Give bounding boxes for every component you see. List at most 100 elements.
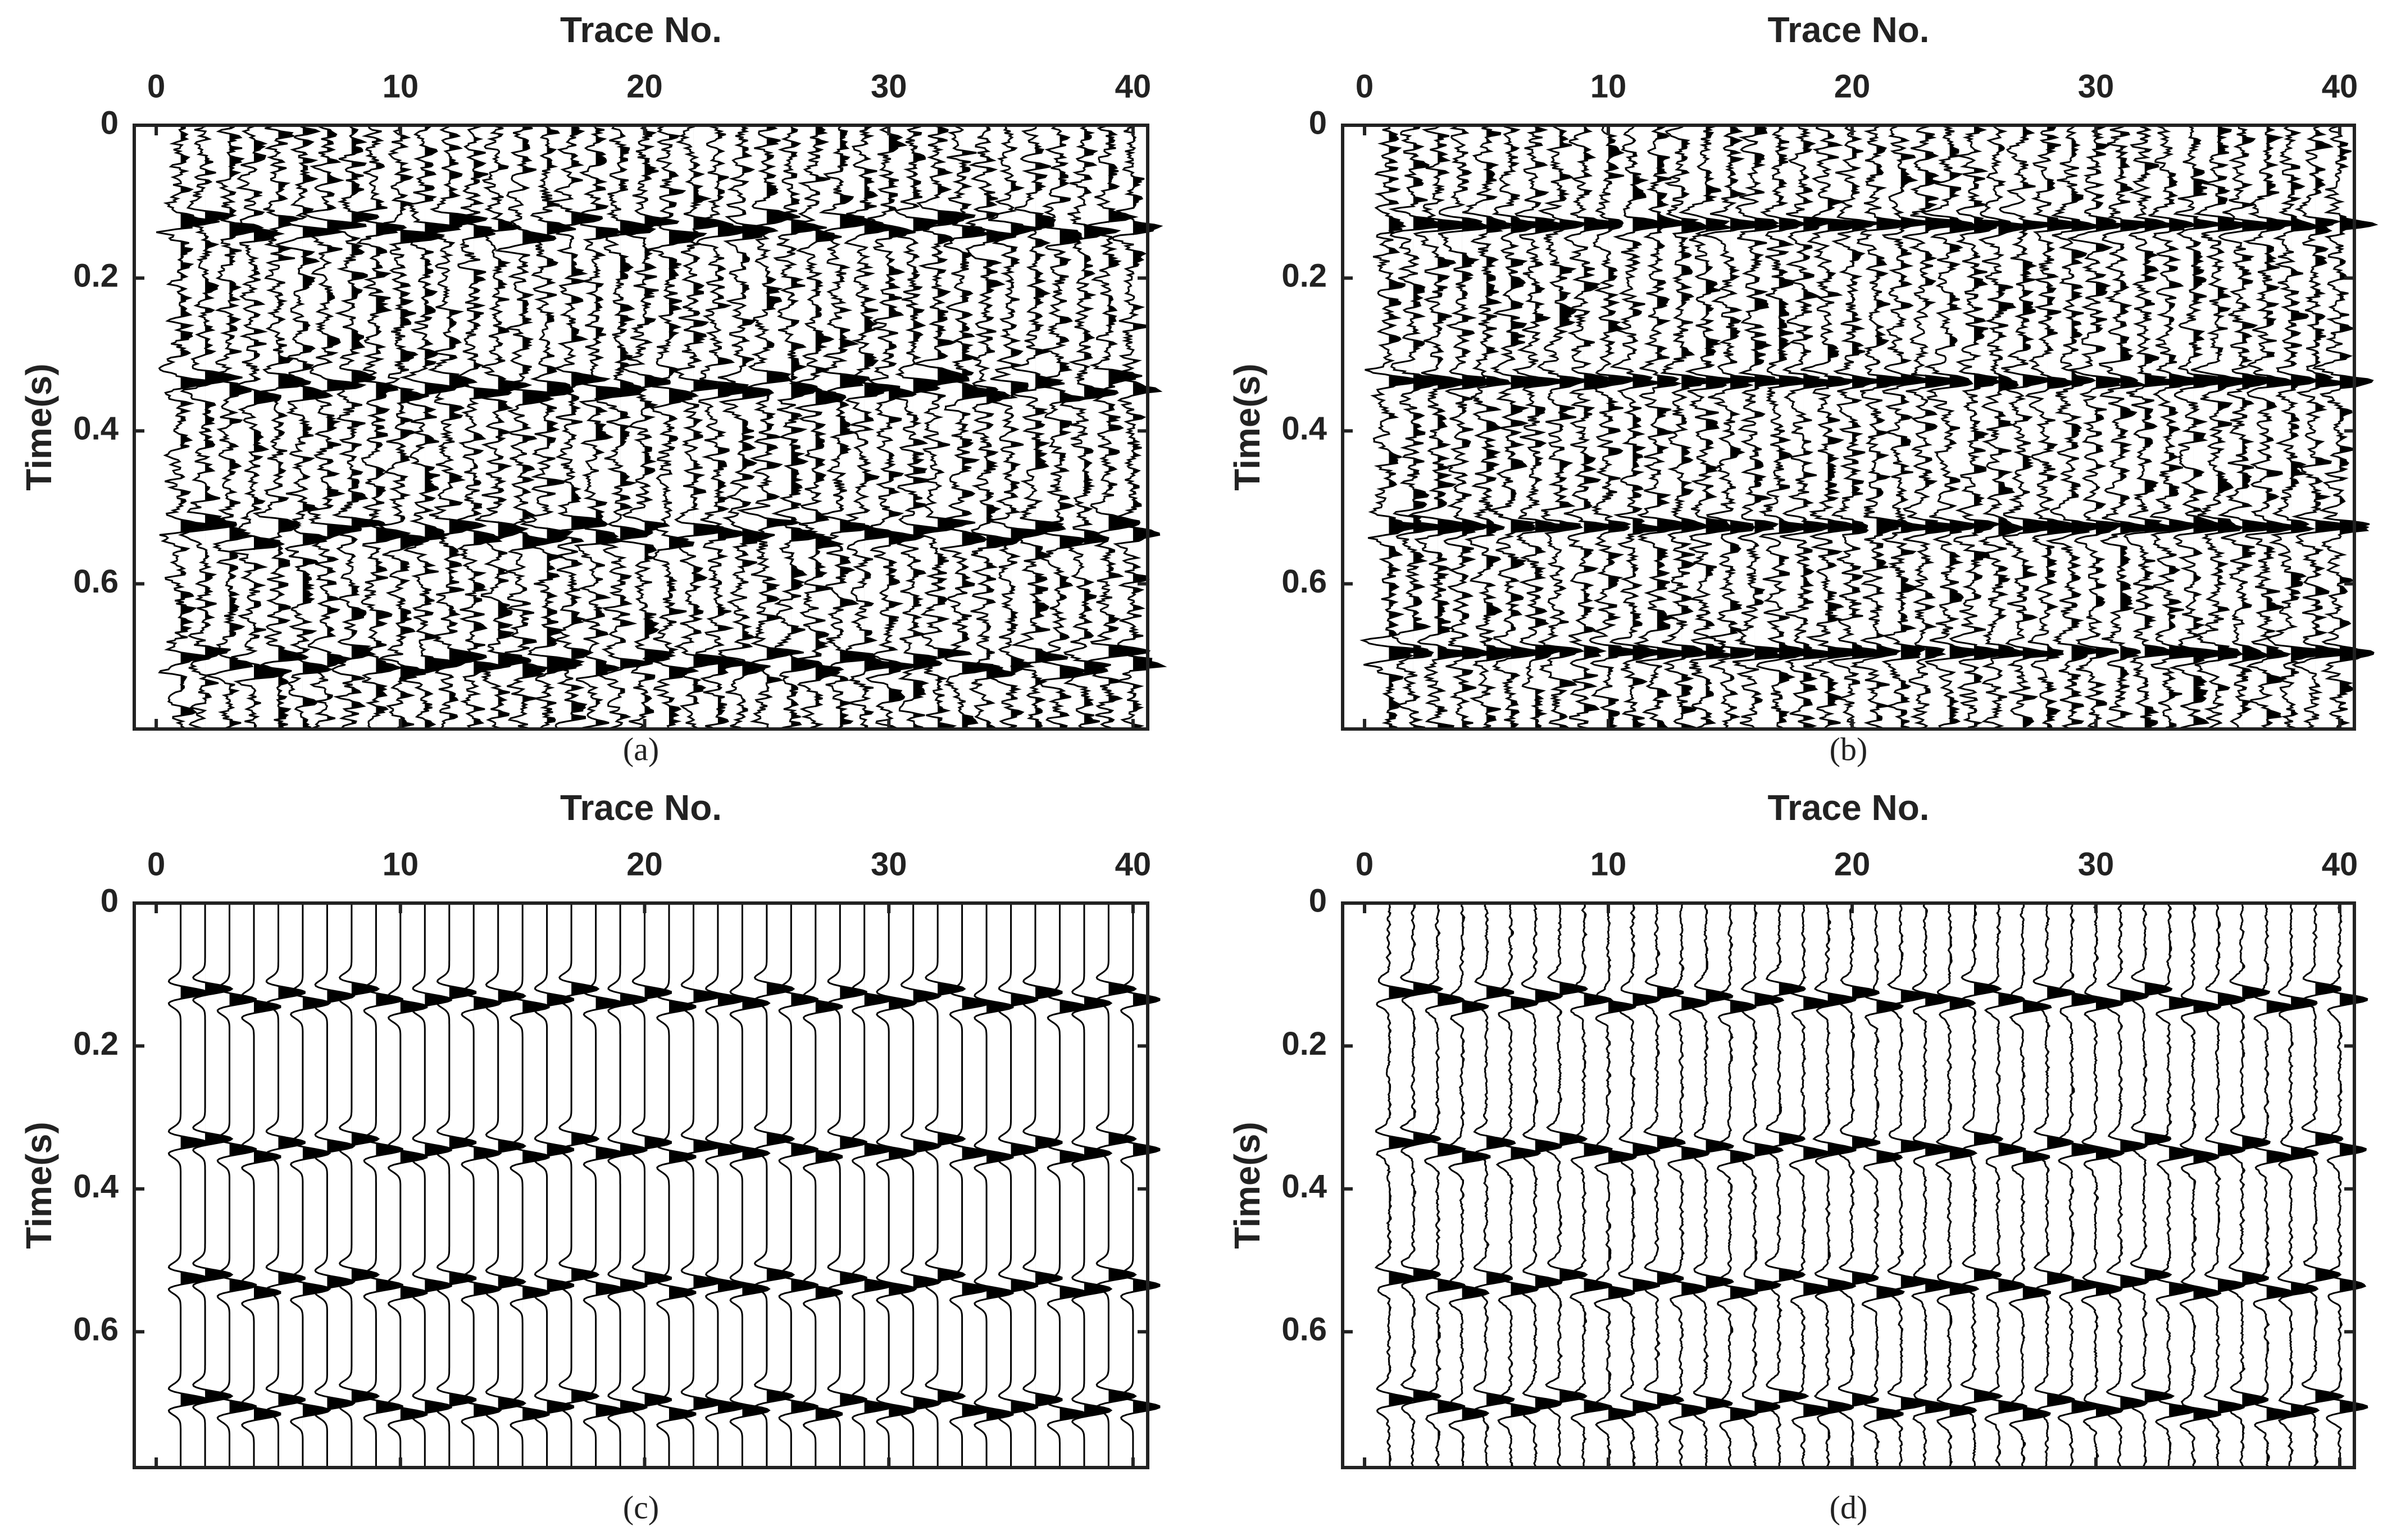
x-tick-label: 10 bbox=[1590, 68, 1627, 104]
trace-wiggle bbox=[178, 124, 243, 730]
trace-wiggle bbox=[900, 903, 942, 1468]
trace-fill bbox=[1584, 903, 1612, 1468]
trace-wiggle bbox=[2243, 124, 2302, 730]
trace-wiggle bbox=[1935, 903, 1980, 1468]
trace-fill bbox=[1084, 903, 1111, 1468]
trace-wiggle bbox=[452, 124, 512, 730]
trace-fill bbox=[1827, 903, 1856, 1468]
trace-wiggle bbox=[363, 903, 403, 1468]
trace-wiggle bbox=[1036, 124, 1090, 730]
trace-wiggle bbox=[265, 903, 306, 1468]
trace-fill bbox=[2071, 903, 2100, 1468]
x-tick-label: 10 bbox=[383, 846, 419, 882]
trace-wiggle bbox=[2057, 903, 2102, 1468]
trace-fill bbox=[229, 903, 256, 1468]
trace-fill bbox=[522, 125, 561, 729]
trace-wiggle bbox=[1838, 903, 1881, 1468]
trace-wiggle bbox=[736, 124, 804, 730]
trace-wiggle bbox=[314, 903, 356, 1468]
trace-wiggle bbox=[241, 903, 281, 1468]
trace-fill bbox=[400, 125, 443, 729]
y-tick-label: 0.2 bbox=[73, 257, 119, 294]
trace-fill bbox=[791, 125, 827, 729]
trace-fill bbox=[1438, 903, 1465, 1468]
trace-wiggle bbox=[1861, 903, 1905, 1468]
trace-wiggle bbox=[252, 124, 312, 730]
trace-fill bbox=[547, 903, 574, 1468]
trace-wiggle bbox=[216, 903, 257, 1468]
trace-wiggle bbox=[2130, 903, 2175, 1468]
trace-wiggle bbox=[412, 903, 452, 1468]
trace-wiggle bbox=[827, 903, 867, 1468]
trace-fill bbox=[2266, 125, 2299, 729]
trace-fill bbox=[571, 903, 598, 1468]
trace-wiggle bbox=[1960, 903, 2004, 1468]
trace-wiggle bbox=[1399, 903, 1444, 1469]
trace-fill bbox=[620, 903, 647, 1468]
trace-wiggle bbox=[229, 124, 292, 730]
trace-fill bbox=[1535, 125, 1576, 729]
trace-fill bbox=[1011, 903, 1038, 1468]
x-tick-label: 0 bbox=[147, 68, 165, 104]
panel-caption: (c) bbox=[623, 1489, 659, 1525]
trace-fill bbox=[717, 125, 751, 729]
trace-wiggle bbox=[2168, 125, 2235, 730]
trace-wiggle bbox=[974, 903, 1014, 1468]
y-tick-label: 0 bbox=[101, 104, 119, 141]
trace-wiggle bbox=[767, 125, 827, 730]
trace-wiggle bbox=[1756, 124, 1817, 730]
trace-wiggle bbox=[274, 124, 343, 730]
y-tick-label: 0.2 bbox=[73, 1026, 119, 1062]
trace-wiggle bbox=[949, 903, 990, 1468]
trace-fill bbox=[254, 903, 280, 1468]
trace-fill bbox=[2266, 903, 2294, 1468]
trace-wiggle bbox=[1593, 903, 1638, 1468]
trace-wiggle bbox=[204, 125, 265, 730]
trace-wiggle bbox=[1521, 903, 1563, 1468]
trace-fill bbox=[1925, 903, 1953, 1468]
trace-wiggle bbox=[1826, 125, 1890, 730]
y-tick-label: 0 bbox=[1309, 104, 1327, 141]
trace-wiggle bbox=[1740, 903, 1785, 1469]
trace-wiggle bbox=[1374, 903, 1418, 1468]
trace-fill bbox=[791, 903, 818, 1468]
x-tick-label: 30 bbox=[871, 846, 907, 882]
trace-fill bbox=[2315, 125, 2352, 729]
trace-fill bbox=[1730, 903, 1758, 1468]
trace-fill bbox=[986, 125, 1018, 729]
panel-caption: (a) bbox=[623, 731, 659, 767]
trace-fill bbox=[742, 125, 776, 729]
trace-wiggle bbox=[1911, 903, 1954, 1468]
x-tick-label: 30 bbox=[871, 68, 907, 104]
trace-fill bbox=[2144, 125, 2180, 729]
y-tick-label: 0.4 bbox=[1281, 1168, 1327, 1205]
trace-wiggle bbox=[494, 124, 561, 730]
trace-wiggle bbox=[475, 124, 533, 730]
axes-box bbox=[133, 124, 1149, 731]
trace-fill bbox=[986, 903, 1013, 1468]
y-tick-label: 0.6 bbox=[1281, 563, 1327, 600]
trace-wiggle bbox=[753, 903, 795, 1468]
trace-wiggle bbox=[778, 903, 818, 1468]
trace-fill bbox=[351, 125, 385, 729]
trace-wiggle bbox=[1886, 903, 1930, 1468]
trace-wiggle bbox=[1984, 903, 2027, 1468]
trace-wiggle bbox=[510, 903, 550, 1468]
trace-fill bbox=[1827, 125, 1867, 729]
trace-wiggle bbox=[913, 124, 976, 730]
x-tick-label: 30 bbox=[2078, 846, 2114, 882]
trace-wiggle bbox=[192, 903, 234, 1468]
x-tick-label: 0 bbox=[1356, 68, 1374, 104]
y-tick-label: 0.4 bbox=[1281, 411, 1327, 447]
y-tick-label: 0.4 bbox=[73, 411, 119, 447]
y-axis-label: Time(s) bbox=[1227, 1122, 1267, 1249]
trace-fill bbox=[2022, 125, 2056, 729]
trace-wiggle bbox=[436, 903, 477, 1468]
trace-wiggle bbox=[1977, 124, 2034, 730]
x-tick-label: 20 bbox=[1834, 68, 1871, 104]
trace-wiggle bbox=[1732, 124, 1793, 730]
trace-fill bbox=[1998, 125, 2031, 729]
trace-fill bbox=[669, 125, 706, 729]
x-tick-label: 40 bbox=[2322, 846, 2358, 882]
